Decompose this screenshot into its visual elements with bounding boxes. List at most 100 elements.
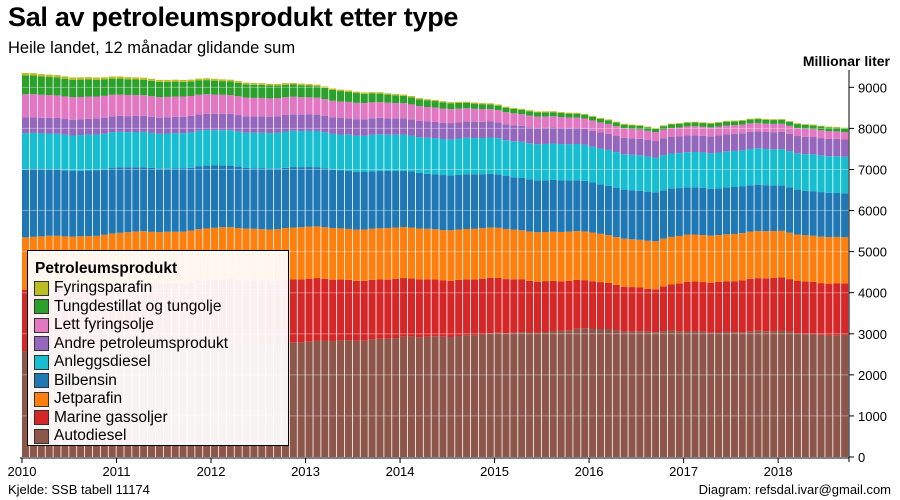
legend-item: Jetparafin [34,390,288,409]
bar-segment [376,134,384,171]
bar-segment [447,280,455,338]
bar-segment [565,180,573,232]
bar-segment [116,131,124,168]
bar-segment [124,77,132,80]
bar-segment [604,133,612,150]
bar-segment [793,189,801,235]
bar-segment [470,103,479,109]
bar-segment [368,171,376,229]
bar-segment [817,126,825,131]
bar-segment [439,138,447,176]
bar-segment [715,332,723,457]
legend-label: Jetparafin [54,390,123,408]
bar-segment [675,188,683,236]
bar-segment [250,132,258,169]
bar-segment [691,122,699,127]
bar-segment [817,283,825,335]
bar-segment [754,122,762,132]
bar-segment [455,102,463,109]
bar-segment [541,143,549,181]
bar-segment [22,351,30,457]
bar-segment [439,336,447,457]
bar-segment [841,127,849,129]
bar-segment [400,170,408,228]
bar-segment [171,133,179,169]
bar-segment [526,231,534,281]
bar-segment [337,134,345,171]
bar-segment [770,331,778,457]
bar-segment [195,114,203,131]
bar-segment [683,331,691,457]
bar-segment [124,167,132,233]
bar-segment [762,131,770,150]
bar-segment [659,155,668,191]
bar-segment [313,226,321,279]
bar-segment [785,232,794,280]
bar-segment [148,116,156,133]
bar-segment [37,94,45,118]
bar-segment [636,190,644,240]
bar-segment [226,113,234,131]
bar-segment [636,331,644,457]
bar-segment [573,231,581,280]
legend-label: Andre petroleumsprodukt [54,334,229,352]
bar-segment [636,138,644,156]
bar-segment [738,280,746,333]
bar-segment [510,108,518,114]
bar-segment [116,94,124,116]
bar-segment [242,132,250,168]
bar-segment [85,134,93,171]
bar-segment [77,119,85,136]
bar-segment [699,331,707,457]
bar-segment [722,281,731,332]
bar-segment [329,228,337,280]
bar-segment [100,169,108,235]
bar-segment [486,333,494,457]
bar-segment [321,132,329,169]
bar-segment [778,149,786,186]
bar-segment [337,118,345,135]
bar-segment [526,332,534,457]
bar-segment [344,340,352,457]
bar-segment [171,116,179,134]
bar-segment [730,281,738,333]
bar-segment [305,226,313,279]
bar-segment [124,79,132,95]
legend-label: Fyringsparafin [54,279,153,297]
bar-segment [37,133,45,170]
bar-segment [636,287,644,332]
bar-segment [171,79,179,82]
bar-segment [22,94,30,118]
bar-segment [573,113,581,118]
bar-segment [557,112,565,114]
bar-segment [400,278,408,337]
bar-segment [557,113,565,118]
bar-segment [612,126,620,136]
bar-segment [518,332,526,457]
bar-segment [392,338,400,457]
bar-segment [533,111,542,113]
bar-segment [242,97,250,117]
y-tick-label: 4000 [858,286,887,301]
bar-segment [431,229,439,280]
bar-segment [738,233,746,281]
bar-segment [628,125,636,129]
bar-segment [715,188,723,236]
bar-segment [463,101,471,103]
bar-segment [596,132,605,149]
bar-segment [155,97,163,118]
bar-segment [463,279,471,336]
bar-segment [37,74,45,77]
bar-segment [124,116,132,133]
bar-segment [675,136,683,154]
bar-segment [85,170,93,237]
bar-segment [730,234,738,282]
bar-segment [833,138,841,157]
bar-segment [344,90,352,92]
legend-swatch [34,317,49,333]
bar-segment [116,167,124,233]
bar-segment [565,112,573,114]
bar-segment [746,278,754,332]
bar-segment [699,123,707,127]
bar-segment [384,93,392,95]
